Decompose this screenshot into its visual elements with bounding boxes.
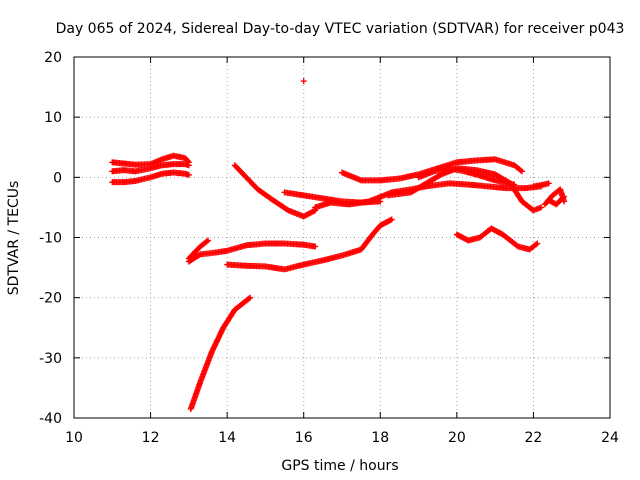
data-point [532,241,539,248]
data-point [300,78,307,85]
data-point [517,167,524,174]
x-tick-label: 16 [295,430,313,446]
y-tick-label: 10 [44,110,62,126]
data-point [205,237,211,244]
data-point [545,180,552,187]
data-series [187,294,254,412]
data-series [231,162,319,220]
data-series [109,161,192,175]
data-point [388,216,395,223]
y-axis-title: SDTVAR / TECUs [6,181,22,296]
y-tick-label: -10 [39,231,62,247]
data-series [109,169,192,186]
data-series [415,165,518,188]
x-axis-title: GPS time / hours [281,458,398,474]
data-series [339,156,525,184]
grid [74,57,610,418]
data-point [538,204,545,211]
y-tick-label: 0 [53,170,62,186]
data-point [518,168,525,175]
data-point [511,181,518,188]
x-tick-label: 22 [525,430,543,446]
data-point [184,158,191,165]
data-point [196,252,203,259]
y-tick-label: -20 [39,291,62,307]
y-tick-label: -30 [39,351,62,367]
data-point [247,294,254,301]
data-point [203,238,210,245]
data-point [561,193,568,200]
x-tick-label: 24 [601,430,619,446]
ticks: 10 12 14 16 18 20 22 24 -40 -30 -20 -10 0 10 20 [39,50,619,446]
data-series [185,240,319,265]
data-point [312,243,319,250]
y-tick-label: 20 [44,50,62,66]
x-tick-label: 12 [142,430,160,446]
data-series [300,78,307,85]
points [109,78,568,412]
data-series [185,237,211,262]
x-tick-label: 20 [448,430,466,446]
data-series [530,180,552,190]
data-point [559,194,566,201]
data-series [109,152,192,168]
x-tick-label: 10 [65,430,83,446]
data-series [224,216,395,273]
data-point [185,159,192,166]
data-point [245,295,252,302]
y-tick-label: -40 [39,411,62,427]
x-tick-label: 14 [218,430,236,446]
data-point [185,171,192,178]
data-series [453,225,541,253]
x-tick-label: 18 [371,430,389,446]
data-series [545,193,568,208]
data-point [534,240,541,247]
chart-title: Day 065 of 2024, Sidereal Day-to-day VTE… [56,21,625,37]
